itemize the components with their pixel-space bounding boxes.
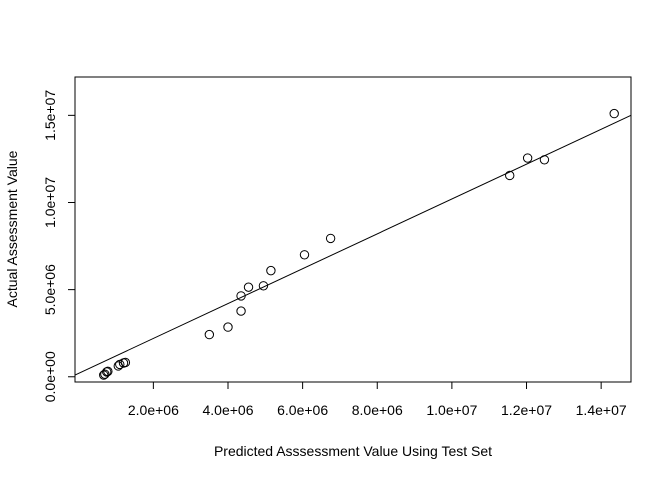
data-point [204, 329, 215, 340]
data-point [299, 250, 310, 260]
plot-marks [74, 108, 632, 380]
data-point [100, 369, 110, 379]
data-point [120, 357, 131, 368]
y-tick-label: 5.0e+06 [42, 264, 58, 315]
x-tick-label: 8.0e+06 [352, 402, 403, 418]
x-tick-label: 1.4e+07 [576, 402, 627, 418]
x-tick-label: 2.0e+06 [128, 402, 179, 418]
y-axis-title: Actual Assessment Value [4, 150, 20, 307]
x-axis: 2.0e+06 4.0e+06 6.0e+06 8.0e+06 1.0e+07 1.2e+… [128, 381, 627, 418]
data-point [325, 233, 336, 244]
data-point [243, 282, 254, 292]
data-point [103, 366, 113, 377]
y-axis: 0.0e+00 5.0e+06 1.0e+07 1.5e+07 [42, 90, 76, 402]
data-point [609, 108, 619, 119]
data-point [266, 265, 276, 276]
x-axis-title: Predicted Asssessment Value Using Test S… [214, 443, 492, 459]
x-tick-label: 4.0e+06 [202, 402, 253, 418]
data-point [236, 291, 246, 301]
x-tick-label: 1.0e+07 [426, 402, 477, 418]
y-tick-label: 0.0e+00 [42, 351, 58, 402]
data-point [236, 306, 246, 316]
x-tick-label: 6.0e+06 [277, 402, 328, 418]
y-tick-label: 1.0e+07 [42, 177, 58, 228]
data-point [258, 281, 269, 291]
y-tick-label: 1.5e+07 [42, 90, 58, 141]
data-point [539, 155, 550, 165]
regression-line [74, 114, 632, 376]
data-point [505, 170, 515, 181]
data-point [522, 153, 533, 163]
x-tick-label: 1.2e+07 [501, 402, 552, 418]
data-point [223, 322, 233, 332]
